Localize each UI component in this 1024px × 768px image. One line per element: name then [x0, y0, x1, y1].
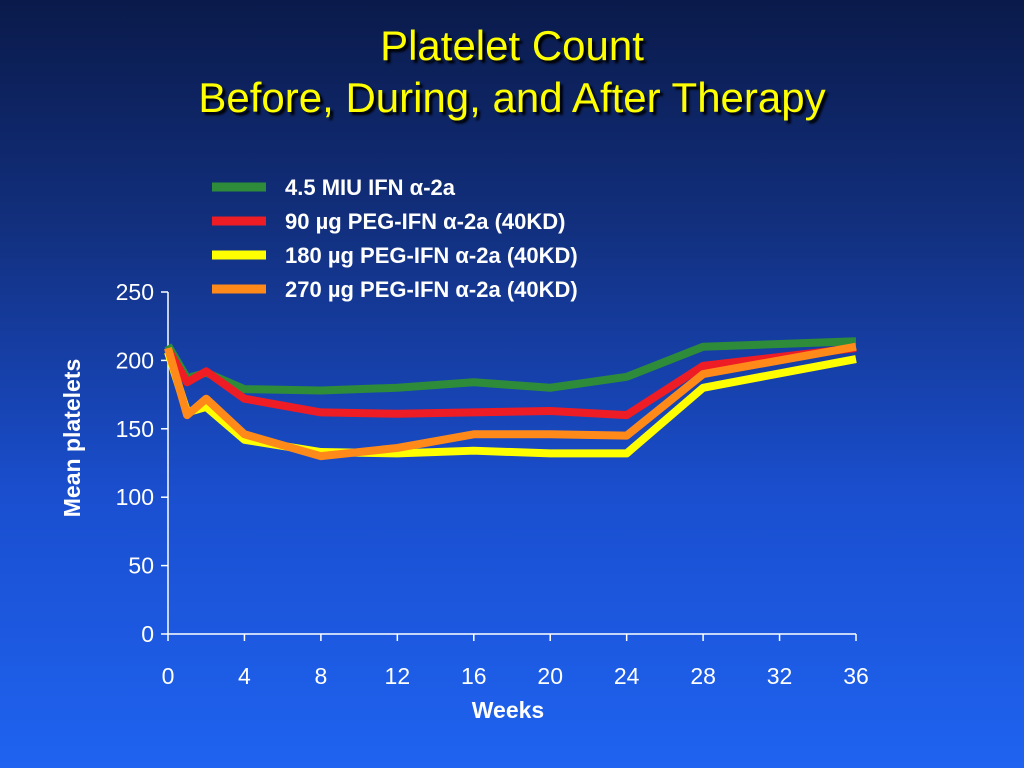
- legend-label-4: 270 µg PEG-IFN α-2a (40KD): [285, 277, 578, 302]
- legend-label-2: 90 µg PEG-IFN α-2a (40KD): [285, 209, 565, 234]
- y-tick-label: 50: [128, 553, 154, 579]
- slide-title: Platelet Count Before, During, and After…: [0, 20, 1024, 124]
- y-tick-label: 200: [116, 347, 154, 373]
- y-tick-label: 250: [116, 279, 154, 305]
- y-axis-title: Mean platelets: [59, 359, 85, 518]
- y-tick-label: 100: [116, 484, 154, 510]
- x-tick-label: 32: [767, 663, 793, 689]
- x-tick-label: 12: [385, 663, 411, 689]
- series-line-2: [164, 344, 857, 420]
- x-tick-label: 24: [614, 663, 640, 689]
- x-tick-label: 16: [461, 663, 487, 689]
- x-tick-label: 20: [537, 663, 563, 689]
- x-tick-label: 36: [843, 663, 869, 689]
- legend-label-1: 4.5 MIU IFN α-2a: [285, 175, 456, 200]
- series-line-4: [164, 342, 857, 461]
- title-line-1: Platelet Count: [380, 22, 644, 69]
- y-tick-label: 0: [141, 621, 154, 647]
- title-line-2: Before, During, and After Therapy: [198, 74, 826, 121]
- x-tick-label: 4: [238, 663, 251, 689]
- y-tick-label: 150: [116, 416, 154, 442]
- x-axis-title: Weeks: [472, 697, 544, 723]
- x-tick-label: 0: [162, 663, 175, 689]
- chart-axes: 0 50 100 150 200 250 0 4 8 12 16 20 24 28 32 36: [116, 279, 869, 689]
- legend-label-3: 180 µg PEG-IFN α-2a (40KD): [285, 243, 578, 268]
- x-tick-label: 8: [314, 663, 327, 689]
- x-tick-label: 28: [690, 663, 716, 689]
- chart-series: [164, 337, 857, 461]
- chart-legend: 4.5 MIU IFN α-2a 90 µg PEG-IFN α-2a (40KD…: [212, 175, 578, 302]
